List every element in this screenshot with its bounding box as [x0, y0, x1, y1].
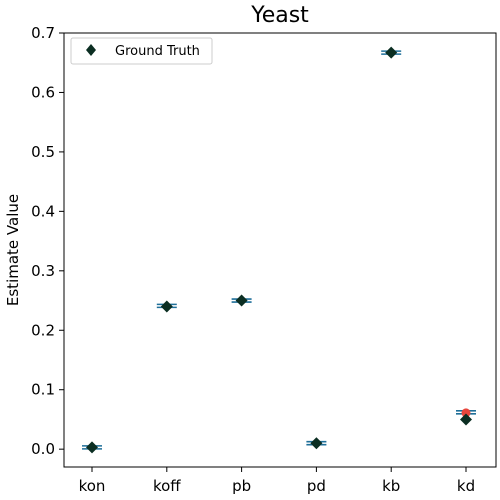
y-tick-label: 0.2 [31, 321, 55, 339]
y-tick-label: 0.1 [31, 381, 55, 399]
y-tick-label: 0.0 [31, 440, 55, 458]
legend: Ground Truth [70, 37, 213, 65]
x-tick-label: kon [79, 477, 106, 495]
outlier-point [461, 408, 471, 418]
x-tick-label: koff [153, 477, 181, 495]
x-tick-label: kd [457, 477, 475, 495]
x-tick-label: pb [232, 477, 251, 495]
y-tick-label: 0.7 [31, 24, 55, 42]
y-axis: 0.0 0.1 0.2 0.3 0.4 0.5 0.6 0.7 [31, 24, 64, 458]
y-tick-label: 0.4 [31, 202, 55, 220]
ground-truth-point [310, 437, 323, 450]
x-tick-label: pd [307, 477, 326, 495]
plot-frame [63, 32, 497, 468]
y-axis-title: Estimate Value [4, 194, 22, 306]
ground-truth-point [86, 441, 98, 454]
x-axis: kon koff pb pd kb kd [79, 467, 475, 495]
ground-truth-point [235, 294, 248, 307]
ground-truth-point [385, 46, 398, 59]
plot-marks [82, 46, 476, 454]
x-tick-label: kb [382, 477, 400, 495]
legend-box [70, 37, 213, 65]
y-tick-label: 0.3 [31, 262, 55, 280]
ground-truth-point [460, 413, 472, 426]
y-tick-label: 0.6 [31, 83, 55, 101]
y-tick-label: 0.5 [31, 143, 55, 161]
legend-diamond-marker [86, 44, 96, 56]
ground-truth-point [160, 300, 173, 313]
legend-label: Ground Truth [115, 44, 200, 59]
chart-title: Yeast [250, 3, 309, 28]
